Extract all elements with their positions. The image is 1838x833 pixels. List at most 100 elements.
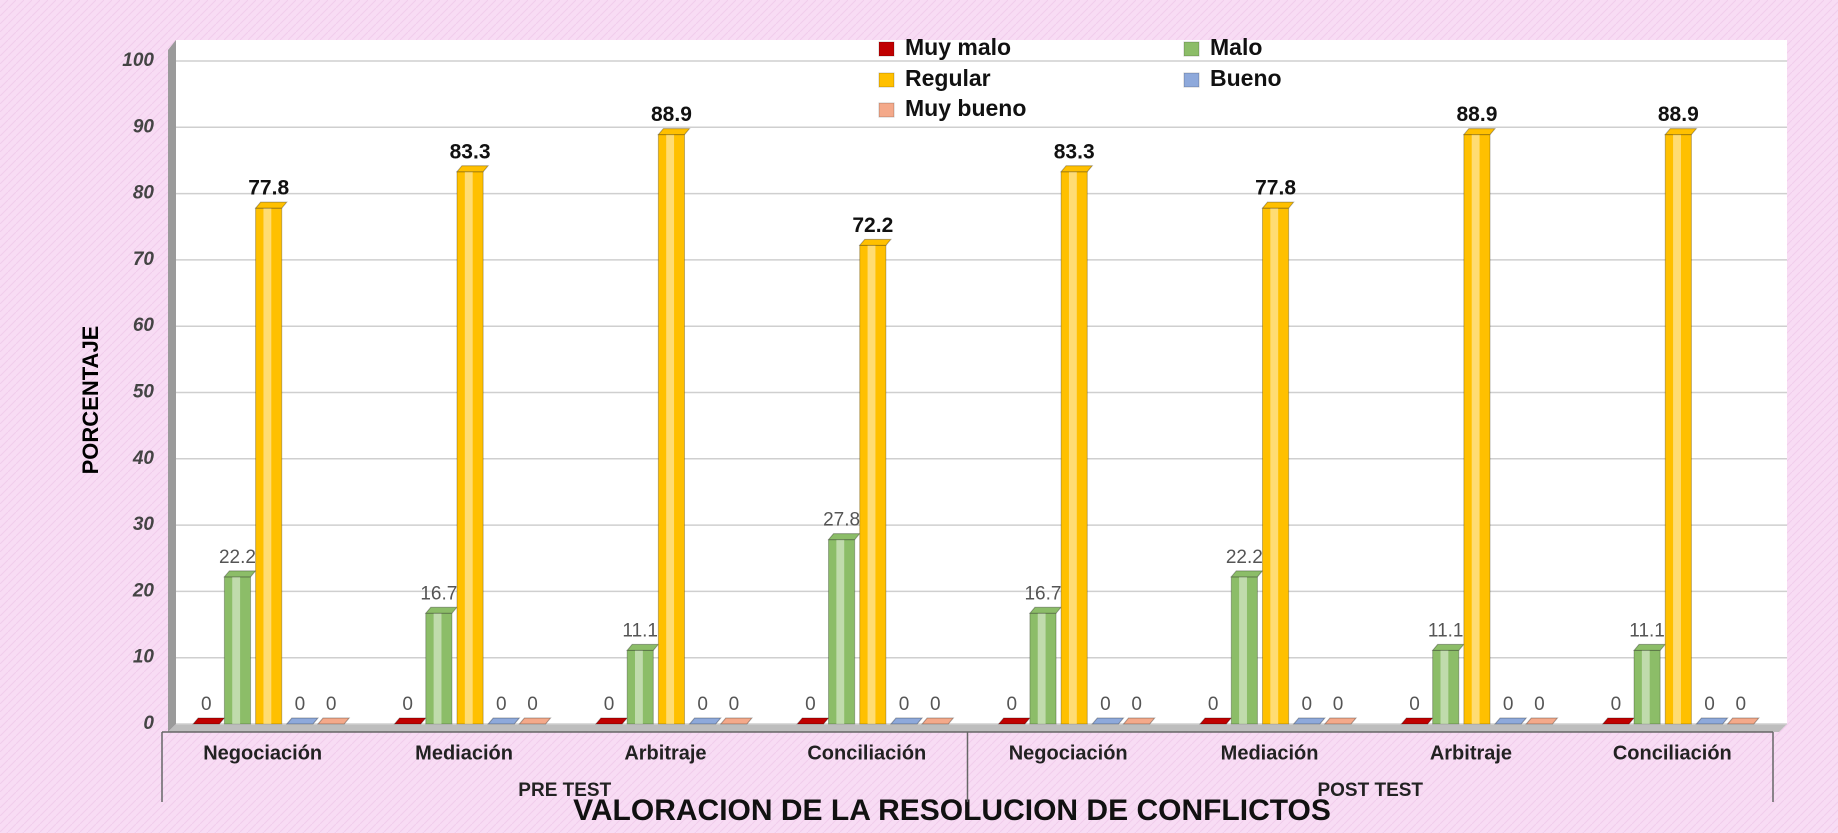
data-label: 0 — [604, 694, 615, 715]
bar-cap — [1493, 717, 1528, 725]
bar-cap — [1292, 717, 1326, 725]
bar-highlight — [867, 245, 876, 724]
data-label: 0 — [1333, 694, 1344, 715]
group-label: PRE TEST — [518, 780, 611, 801]
legend-label: Bueno — [1210, 65, 1282, 91]
bar-cap — [1726, 717, 1760, 725]
bar-cap — [827, 533, 861, 541]
data-label: 11.1 — [1428, 620, 1464, 641]
data-label: 88.9 — [1457, 103, 1498, 126]
legend-swatch — [878, 41, 895, 57]
bar-cap — [1695, 717, 1729, 725]
data-label: 0 — [1611, 694, 1622, 715]
bar — [1432, 649, 1460, 725]
x-tick-label: Arbitraje — [624, 742, 706, 764]
bar-cap — [1525, 717, 1559, 725]
y-tick-label: 60 — [133, 315, 155, 336]
bar-cap — [192, 717, 226, 725]
data-label: 16.7 — [1024, 583, 1061, 604]
bar-highlight — [634, 650, 643, 724]
bar-cap — [424, 606, 459, 614]
bar-cap — [921, 717, 955, 725]
bar-cap — [1431, 643, 1465, 651]
bar — [1664, 134, 1692, 725]
data-label: 0 — [326, 694, 337, 715]
data-label: 22.2 — [1226, 547, 1263, 568]
bar — [1261, 207, 1290, 725]
data-label: 0 — [402, 694, 413, 715]
bar-cap — [1230, 570, 1264, 578]
bar-cap — [858, 238, 892, 246]
x-tick-label: Mediación — [415, 742, 513, 764]
bar-cap — [1632, 643, 1667, 651]
y-tick-label: 80 — [133, 183, 155, 204]
x-tick-label: Negociación — [1009, 742, 1128, 764]
data-label: 0 — [1503, 694, 1514, 715]
data-label: 0 — [1704, 694, 1715, 715]
bar-cap — [1060, 165, 1094, 173]
plot-area — [176, 40, 1787, 724]
axis-wall — [168, 40, 176, 732]
bar-cap — [657, 128, 691, 136]
data-label: 83.3 — [450, 140, 491, 163]
data-label: 0 — [1735, 694, 1746, 715]
bar-cap — [1091, 717, 1125, 725]
bar-highlight — [1641, 650, 1650, 724]
data-label: 0 — [201, 694, 212, 715]
bar-cap — [1198, 717, 1233, 725]
y-tick-label: 100 — [122, 50, 154, 71]
data-label: 0 — [1006, 694, 1017, 715]
data-label: 88.9 — [651, 103, 692, 126]
legend-swatch — [1183, 41, 1200, 57]
bar — [1060, 171, 1088, 725]
bar-cap — [1400, 717, 1434, 725]
y-tick-label: 40 — [132, 448, 155, 469]
data-label: 16.7 — [420, 583, 457, 604]
bar-highlight — [1239, 576, 1247, 724]
x-tick-label: Conciliación — [1613, 742, 1732, 764]
legend-swatch — [878, 102, 895, 118]
data-label: 0 — [1100, 694, 1111, 715]
data-label: 0 — [805, 694, 816, 715]
data-label: 11.1 — [622, 620, 658, 641]
bar — [828, 539, 856, 725]
legend-label: Malo — [1210, 34, 1262, 60]
data-label: 72.2 — [852, 214, 893, 237]
bar-highlight — [1068, 171, 1077, 724]
legend-swatch — [878, 72, 895, 88]
bar-cap — [688, 717, 722, 725]
data-label: 0 — [1409, 694, 1420, 715]
y-tick-label: 20 — [132, 580, 155, 601]
data-label: 0 — [496, 694, 507, 715]
bar — [626, 649, 654, 725]
bar-cap — [1601, 717, 1636, 725]
bar — [657, 134, 686, 725]
bar-cap — [1261, 201, 1295, 209]
axis-floor — [168, 724, 1787, 732]
data-label: 0 — [930, 694, 941, 715]
x-tick-label: Negociación — [203, 742, 322, 764]
bar-cap — [393, 717, 427, 725]
bar — [1463, 134, 1491, 725]
data-label: 83.3 — [1054, 140, 1095, 163]
bar-highlight — [666, 134, 675, 724]
y-tick-label: 10 — [133, 647, 155, 668]
data-label: 0 — [1131, 694, 1142, 715]
bar-highlight — [1440, 650, 1449, 724]
bar-cap — [518, 717, 552, 725]
data-label: 11.1 — [1629, 620, 1665, 641]
bar-highlight — [232, 576, 241, 724]
bar-cap — [1664, 128, 1698, 136]
x-tick-label: Conciliación — [807, 742, 926, 764]
y-tick-label: 90 — [133, 116, 155, 137]
bar-cap — [626, 643, 660, 651]
data-label: 77.8 — [1255, 177, 1296, 200]
data-label: 27.8 — [823, 510, 860, 531]
data-label: 0 — [1301, 694, 1312, 715]
data-label: 0 — [697, 694, 708, 715]
bar-cap — [455, 165, 490, 173]
data-label: 0 — [527, 694, 538, 715]
data-label: 0 — [899, 694, 910, 715]
legend-swatch — [1183, 72, 1200, 88]
